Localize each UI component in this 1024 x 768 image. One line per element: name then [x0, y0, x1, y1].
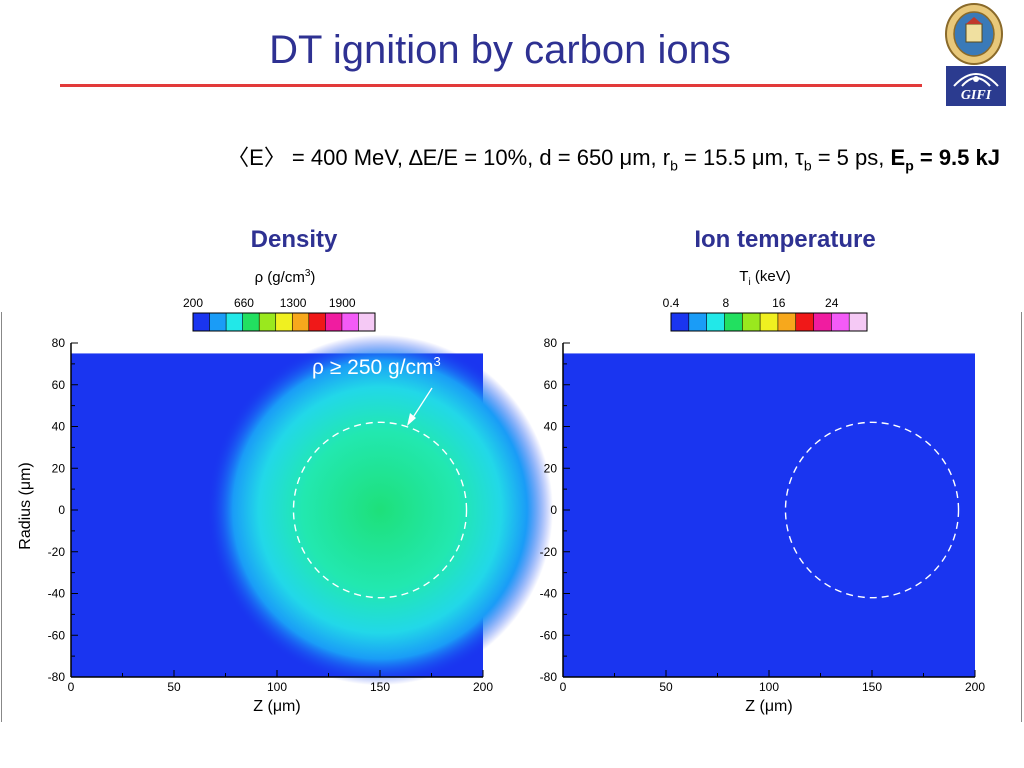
x-tick-label: 50: [659, 680, 673, 694]
colorbar-segment: [777, 313, 797, 331]
colorbar-tick-label: 660: [234, 296, 254, 310]
annotation-arrow-head: [407, 413, 416, 426]
colorbar-segment: [209, 313, 227, 331]
university-seal-icon: [945, 3, 1003, 65]
x-tick-label: 100: [759, 680, 779, 694]
density-panel-title: Density: [250, 226, 338, 253]
colorbar-segment: [831, 313, 850, 331]
colorbar-frame: [192, 312, 376, 332]
y-tick-label: 20: [544, 461, 558, 475]
colorbar-segment: [259, 313, 277, 331]
colorbar-tick-label: 1900: [329, 296, 356, 310]
density-colorbar-label: ρ (g/cm3): [254, 268, 316, 286]
y-tick-label: -60: [540, 628, 558, 642]
colorbar-segment: [742, 313, 761, 331]
colorbar-segment: [325, 313, 343, 331]
contour-circle: [292, 421, 468, 599]
y-tick-label: -20: [48, 545, 66, 559]
colorbar-tick-label: 1300: [280, 296, 307, 310]
colorbar-segment: [292, 313, 310, 331]
right-frame-edge: [1021, 312, 1022, 722]
colorbar-segment: [688, 313, 707, 331]
title-underline: [60, 84, 922, 87]
colorbar-segment: [724, 313, 743, 331]
colorbar-segment: [795, 313, 814, 331]
x-tick-label: 200: [965, 680, 985, 694]
y-tick-label: -80: [48, 670, 66, 684]
y-tick-label: -40: [540, 587, 558, 601]
colorbar-tick-label: 200: [183, 296, 203, 310]
x-axis-label: Z (μm): [745, 698, 792, 715]
colorbar-segment: [706, 313, 725, 331]
colorbar-tick-label: 8: [723, 296, 730, 310]
gifi-emblem-icon: [953, 73, 999, 87]
param-rb: = 15.5 μm, τ: [677, 145, 804, 170]
colorbar-segment: [671, 313, 690, 331]
colorbar-tick-label: 16: [772, 296, 786, 310]
y-tick-label: -60: [48, 628, 66, 642]
left-frame-edge: [1, 312, 2, 722]
param-spread: ∆E/E = 10%, d = 650 μm, r: [409, 145, 671, 170]
x-tick-label: 0: [68, 680, 75, 694]
x-tick-label: 100: [267, 680, 287, 694]
y-tick-label: 0: [550, 503, 557, 517]
x-tick-label: 150: [862, 680, 882, 694]
y-tick-label: 80: [544, 336, 558, 350]
colorbar-segment: [308, 313, 326, 331]
param-tb-sub: b: [803, 157, 812, 174]
colorbar-segment: [358, 313, 376, 331]
colorbar-segment: [242, 313, 260, 331]
x-axis-label: Z (μm): [253, 698, 300, 715]
colorbar-segment: [813, 313, 832, 331]
y-tick-label: 60: [52, 378, 66, 392]
gifi-logo: GIFI: [946, 66, 1006, 106]
param-energy: 〈E〉 = 400 MeV,: [227, 145, 410, 170]
y-tick-label: 80: [52, 336, 66, 350]
colorbar-segment: [341, 313, 359, 331]
x-tick-label: 200: [473, 680, 493, 694]
colorbar-tick-label: 0.4: [663, 296, 680, 310]
colorbar-frame: [670, 312, 868, 332]
colorbar-segment: [193, 313, 210, 331]
y-tick-label: -20: [540, 545, 558, 559]
y-tick-label: -80: [540, 670, 558, 684]
x-tick-label: 0: [560, 680, 567, 694]
y-tick-label: -40: [48, 587, 66, 601]
param-ep: Ep = 9.5 kJ: [890, 145, 1001, 174]
gifi-logo-text: GIFI: [960, 88, 992, 103]
param-rb-sub: b: [670, 157, 678, 174]
density-core: [206, 334, 554, 686]
colorbar-segment: [226, 313, 243, 331]
y-tick-label: 60: [544, 378, 558, 392]
heatmap-field: [563, 353, 975, 677]
colorbar-segment: [275, 313, 293, 331]
x-tick-label: 50: [167, 680, 181, 694]
y-tick-label: 40: [52, 420, 66, 434]
parameters-line: 〈E〉 = 400 MeV, ∆E/E = 10%, d = 650 μm, r…: [40, 140, 1000, 173]
y-tick-label: 20: [52, 461, 66, 475]
colorbar-tick-label: 24: [825, 296, 839, 310]
contour-circle: [784, 421, 960, 599]
colorbar-segment: [760, 313, 779, 331]
param-tb: = 5 ps,: [811, 145, 891, 170]
temperature-colorbar-label: Ti (keV): [739, 268, 791, 288]
temperature-panel-title: Ion temperature: [694, 226, 876, 253]
y-tick-label: 40: [544, 420, 558, 434]
slide-title: DT ignition by carbon ions: [269, 28, 731, 72]
y-tick-label: 0: [58, 503, 65, 517]
y-axis-label: Radius (μm): [17, 462, 34, 549]
density-threshold-annotation: ρ ≥ 250 g/cm3: [312, 354, 441, 379]
x-tick-label: 150: [370, 680, 390, 694]
colorbar-segment: [849, 313, 868, 331]
